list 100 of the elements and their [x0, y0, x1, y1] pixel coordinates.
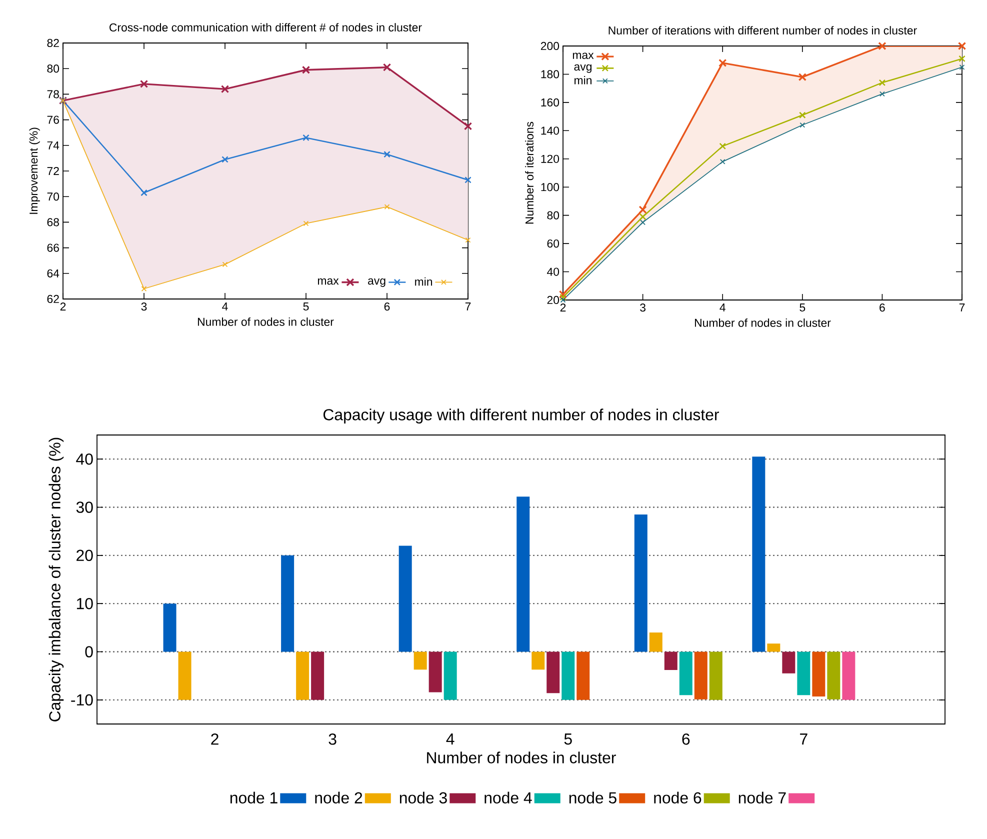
chart-title: Capacity usage with different number of nodes in cluster: [323, 408, 720, 424]
y-tick-label: 120: [541, 154, 560, 163]
y-tick-label: 70: [47, 192, 60, 201]
point: [558, 290, 568, 298]
x-tick-label: 5: [303, 302, 309, 311]
point: [303, 220, 309, 226]
bar: [296, 652, 310, 700]
y-tick-label: 68: [47, 218, 59, 226]
x-tick-label: 7: [959, 304, 965, 312]
point: [141, 286, 147, 292]
point: [878, 42, 886, 50]
point: [384, 204, 390, 210]
y-tick-label: 62: [47, 294, 59, 304]
x-axis-title: Number of nodes in cluster: [427, 752, 616, 764]
y-tick-label: 82: [47, 38, 59, 48]
y-tick-label: 100: [541, 183, 560, 192]
point: [302, 66, 310, 74]
point: [222, 262, 228, 268]
bar: [398, 546, 412, 652]
legend-label: node 3: [400, 792, 447, 804]
bar: [767, 644, 780, 652]
bar: [709, 652, 722, 700]
point: [560, 297, 566, 303]
bar: [649, 632, 662, 652]
bar: [532, 652, 545, 670]
bar: [311, 652, 324, 700]
y-axis-title: Capacity imbalance of cluster nodes (%): [48, 438, 64, 722]
bar: [797, 652, 810, 696]
y-tick-label: 20: [547, 296, 560, 304]
point: [958, 55, 966, 62]
x-tick-label: 2: [211, 734, 218, 745]
y-tick-label: 40: [76, 453, 93, 465]
bar: [752, 456, 766, 652]
y-tick-label: 30: [76, 502, 93, 513]
point: [464, 122, 472, 130]
bar: [281, 555, 294, 652]
y-tick-label: 66: [47, 244, 59, 252]
point: [222, 156, 228, 163]
y-tick-label: 80: [547, 211, 560, 220]
point: [384, 150, 390, 158]
x-tick-label: 3: [141, 302, 147, 311]
point: [140, 80, 148, 88]
y-tick-label: 10: [76, 598, 93, 610]
x-tick-label: 5: [800, 304, 806, 312]
x-tick-label: 3: [640, 304, 646, 312]
bar: [516, 496, 530, 652]
bar: [414, 652, 427, 670]
bar: [634, 514, 648, 652]
point: [640, 220, 646, 226]
x-tick-label: 4: [446, 734, 454, 744]
legend-label: node 2: [315, 792, 362, 804]
legend-label: node 1: [230, 792, 278, 804]
point: [720, 159, 726, 164]
x-tick-label: 2: [60, 302, 66, 311]
legend-label: min: [415, 277, 432, 286]
x-tick-label: 4: [222, 302, 228, 310]
x-tick-label: 7: [800, 734, 808, 744]
bar: [842, 652, 856, 700]
y-tick-label: -10: [71, 694, 93, 706]
y-tick-label: 180: [541, 70, 560, 78]
y-tick-label: 140: [541, 126, 560, 135]
bar: [679, 652, 692, 696]
chart-title: Number of iterations with different number of nodes in cluster: [608, 26, 917, 34]
x-tick-label: 2: [560, 304, 566, 312]
point: [638, 206, 647, 214]
point: [800, 122, 806, 128]
y-tick-label: 20: [76, 550, 93, 562]
point: [799, 112, 806, 119]
bar: [444, 652, 457, 700]
point: [958, 42, 966, 50]
y-tick-label: 200: [540, 42, 560, 50]
y-tick-label: 80: [47, 64, 60, 73]
point: [220, 84, 230, 94]
point: [798, 72, 806, 82]
x-tick-label: 6: [682, 734, 690, 745]
legend-label: node 7: [738, 792, 786, 804]
point: [878, 79, 886, 86]
x-axis-title: Number of nodes in cluster: [198, 317, 334, 326]
y-tick-label: 60: [547, 239, 560, 248]
bar: [562, 652, 575, 700]
y-tick-label: 72: [47, 166, 59, 175]
legend-label: max: [318, 278, 339, 285]
chart-title: Cross-node communication with different # of nodes in cluster: [110, 23, 422, 32]
y-axis-title: Number of iterations: [525, 122, 534, 224]
point: [718, 58, 727, 68]
point: [959, 64, 965, 70]
x-tick-label: 6: [880, 304, 885, 312]
y-tick-label: 40: [547, 268, 560, 276]
point: [464, 176, 472, 184]
point: [382, 63, 392, 72]
bar: [664, 652, 678, 670]
y-tick-label: 0: [85, 646, 93, 658]
y-tick-label: 64: [47, 269, 60, 278]
legend-label: node 4: [484, 792, 532, 804]
point: [880, 91, 885, 97]
point: [302, 134, 310, 142]
x-tick-label: 4: [720, 304, 726, 312]
point: [639, 213, 646, 220]
bar: [428, 652, 442, 692]
point: [560, 294, 566, 301]
